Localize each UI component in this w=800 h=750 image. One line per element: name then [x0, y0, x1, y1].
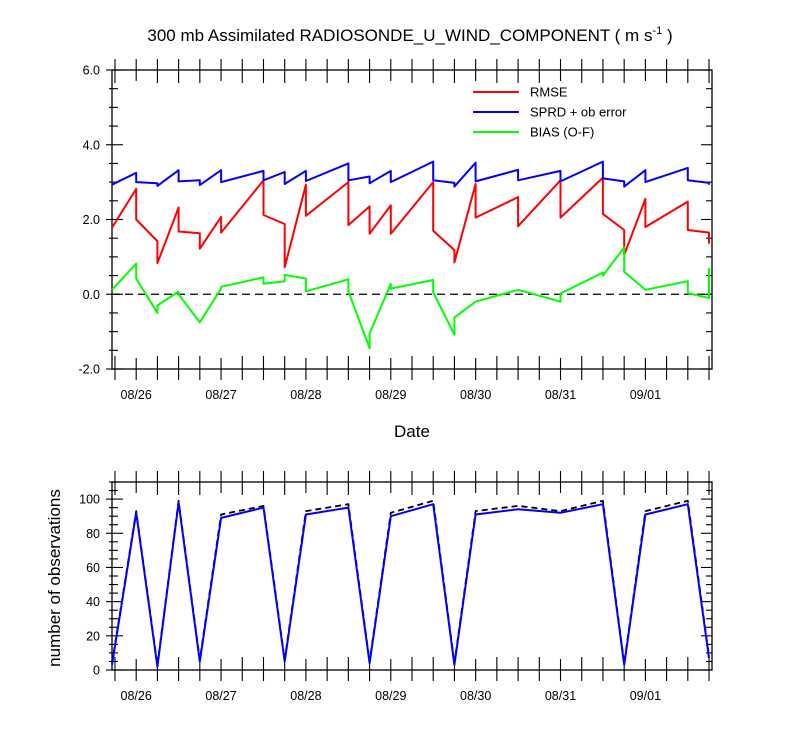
- y-tick-label: 100: [79, 493, 100, 507]
- y-axis-label-observations: number of observations: [45, 489, 64, 667]
- x-tick-label: 08/27: [205, 689, 236, 703]
- x-tick-label: 08/31: [545, 388, 576, 402]
- y-tick-label: 2.0: [83, 213, 100, 227]
- y-tick-label: 6.0: [83, 64, 100, 78]
- x-tick-label: 08/30: [460, 689, 491, 703]
- y-tick-label: 80: [86, 527, 100, 541]
- x-tick-label: 08/31: [545, 689, 576, 703]
- bottom-panel: 0 20 40 60 80 100 08/26 08/27 08/28 08/29 08/30 08/…: [79, 471, 713, 703]
- x-tick-label: 08/29: [375, 689, 406, 703]
- x-tick-label: 09/01: [630, 388, 661, 402]
- x-tick-label: 08/26: [121, 388, 152, 402]
- series-line-assimilated-observations: [111, 501, 710, 668]
- y-tick-label: 4.0: [83, 138, 100, 152]
- x-tick-label: 08/28: [290, 388, 321, 402]
- x-tick-label: 08/28: [290, 689, 321, 703]
- chart-title: 300 mb Assimilated RADIOSONDE_U_WIND_COM…: [147, 25, 672, 45]
- legend-label: SPRD + ob error: [530, 105, 627, 120]
- x-tick-label: 09/01: [630, 689, 661, 703]
- y-tick-label: 0: [93, 664, 100, 678]
- series-line-possible-observations: [111, 499, 710, 666]
- series-line-bias-o-f: [111, 246, 710, 350]
- series-line-rmse: [111, 176, 710, 269]
- legend-label: BIAS (O-F): [530, 125, 594, 140]
- y-tick-label: -2.0: [78, 363, 100, 377]
- y-tick-label: 40: [86, 595, 100, 609]
- y-tick-label: 60: [86, 561, 100, 575]
- legend-label: RMSE: [530, 85, 568, 100]
- x-tick-label: 08/26: [121, 689, 152, 703]
- series-line-sprd-ob-error: [111, 160, 710, 188]
- x-tick-label: 08/30: [460, 388, 491, 402]
- x-tick-label: 08/27: [205, 388, 236, 402]
- x-tick-label: 08/29: [375, 388, 406, 402]
- top-panel: 6.0 4.0 2.0 0.0 -2.0 08/26 08/27 08/28 08/29 08/3…: [78, 59, 713, 402]
- x-axis-label: Date: [394, 422, 430, 441]
- y-tick-label: 20: [86, 629, 100, 643]
- y-tick-label: 0.0: [83, 288, 100, 302]
